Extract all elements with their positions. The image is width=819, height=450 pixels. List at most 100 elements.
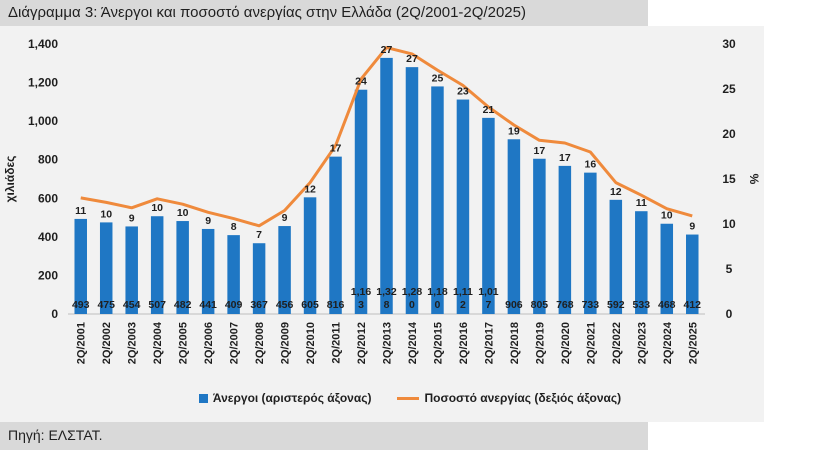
bar-value-label: 733 <box>582 299 600 311</box>
y-tick-label: 200 <box>38 268 58 282</box>
x-tick-label: 2Q/2014 <box>407 321 419 364</box>
bar-2Q/2016 <box>456 99 470 315</box>
bar-2Q/2001 <box>74 218 87 314</box>
rate-value-label: 12 <box>304 183 316 195</box>
legend-label-bars: Άνεργοι (αριστερός άξονας) <box>212 391 372 405</box>
x-tick-label: 2Q/2020 <box>560 322 572 364</box>
bar-2Q/2002 <box>99 222 113 314</box>
bar-value-label: 1,16 3 <box>351 286 372 311</box>
x-tick-label: 2Q/2003 <box>127 322 139 364</box>
x-tick-label: 2Q/2013 <box>382 322 394 364</box>
x-tick-label: 2Q/2019 <box>534 322 546 364</box>
rate-value-label: 17 <box>330 143 342 155</box>
bar-value-label: 605 <box>301 299 319 311</box>
bar-value-label: 468 <box>658 299 676 311</box>
bar-2Q/2025 <box>686 234 699 314</box>
y2-tick-label: 30 <box>722 37 736 51</box>
x-tick-label: 2Q/2011 <box>331 322 343 364</box>
y2-tick-label: 15 <box>722 172 736 186</box>
rate-value-label: 9 <box>129 212 135 224</box>
x-tick-label: 2Q/2002 <box>101 322 113 364</box>
bar-value-label: 456 <box>276 299 294 311</box>
bar-value-label: 816 <box>327 299 345 311</box>
bar-value-label: 1,32 8 <box>376 286 397 311</box>
legend-swatch-line <box>397 396 420 400</box>
rate-value-label: 10 <box>661 210 673 222</box>
bar-2Q/2019 <box>533 158 546 314</box>
rate-value-label: 25 <box>432 72 444 84</box>
x-tick-label: 2Q/2022 <box>611 322 623 364</box>
rate-value-label: 11 <box>75 205 86 217</box>
title-band: Διάγραμμα 3: Άνεργοι και ποσοστό ανεργία… <box>0 0 648 26</box>
rate-value-label: 21 <box>483 104 495 116</box>
bar-value-label: 1,18 0 <box>427 286 448 311</box>
bar-2Q/2021 <box>584 172 597 314</box>
bar-2Q/2012 <box>354 89 368 314</box>
x-tick-label: 2Q/2006 <box>203 322 215 364</box>
rate-value-label: 11 <box>636 197 647 209</box>
legend: Άνεργοι (αριστερός άξονας) Ποσοστό ανεργ… <box>150 389 670 407</box>
bar-value-label: 493 <box>72 299 90 311</box>
x-tick-label: 2Q/2008 <box>254 322 266 364</box>
chart-area: 0 200 400 600 800 1,000 1,200 1,400 0 5 10 15 20 25 30… <box>3 37 761 364</box>
bar-2Q/2008 <box>252 243 266 314</box>
bar-2Q/2020 <box>558 165 572 314</box>
x-tick-label: 2Q/2004 <box>152 321 164 364</box>
source-note: Πηγή: ΕΛΣΤΑΤ. <box>8 427 103 443</box>
x-tick-label: 2Q/2009 <box>280 322 292 364</box>
x-tick-label: 2Q/2017 <box>483 322 495 364</box>
rate-value-label: 17 <box>534 145 546 157</box>
bar-2Q/2023 <box>635 211 648 314</box>
bar-value-label: 592 <box>607 299 625 311</box>
y2-tick-label: 0 <box>726 307 733 321</box>
rate-value-label: 10 <box>100 208 112 220</box>
legend-item-bars: Άνεργοι (αριστερός άξονας) <box>198 389 372 407</box>
bar-2Q/2018 <box>507 139 521 314</box>
rate-value-label: 9 <box>282 212 288 224</box>
y-tick-label: 800 <box>38 153 58 167</box>
legend-swatch-bars <box>198 393 208 403</box>
rate-value-label: 8 <box>231 221 237 233</box>
y-tick-label: 1,400 <box>28 37 58 51</box>
rate-value-label: 16 <box>584 159 596 171</box>
legend-item-line: Ποσοστό ανεργίας (δεξιός άξονας) <box>397 389 621 407</box>
y-tick-label: 1,000 <box>28 114 58 128</box>
bar-value-label: 906 <box>505 299 523 311</box>
y2-tick-label: 10 <box>722 217 736 231</box>
x-tick-label: 2Q/2012 <box>356 322 368 364</box>
rate-value-label: 17 <box>559 152 571 164</box>
rate-value-label: 9 <box>205 215 211 227</box>
y-tick-label: 600 <box>38 191 58 205</box>
bar-value-label: 1,11 2 <box>453 286 473 311</box>
bar-value-label: 412 <box>683 299 701 311</box>
bar-2Q/2011 <box>329 156 342 314</box>
bar-value-label: 475 <box>97 299 115 311</box>
y-tick-label: 0 <box>51 307 58 321</box>
bar-2Q/2006 <box>201 228 215 314</box>
bar-2Q/2010 <box>303 197 317 314</box>
x-tick-label: 2Q/2023 <box>636 322 648 364</box>
bar-value-label: 507 <box>148 299 166 311</box>
x-tick-label: 2Q/2005 <box>178 322 190 364</box>
bar-value-label: 367 <box>250 299 268 311</box>
bar-value-label: 768 <box>556 299 574 311</box>
x-tick-label: 2Q/2010 <box>305 322 317 364</box>
source-band: Πηγή: ΕΛΣΤΑΤ. <box>0 422 648 450</box>
rate-value-label: 27 <box>381 44 393 56</box>
bar-value-label: 805 <box>531 299 549 311</box>
bar-2Q/2014 <box>405 67 419 314</box>
chart-title: Διάγραμμα 3: Άνεργοι και ποσοστό ανεργία… <box>8 4 526 21</box>
y2-axis-title: % <box>747 174 761 185</box>
bar-2Q/2003 <box>125 226 138 314</box>
rate-value-label: 27 <box>406 53 418 65</box>
bar-value-label: 409 <box>225 299 243 311</box>
rate-value-label: 12 <box>610 186 622 198</box>
x-tick-label: 2Q/2001 <box>76 322 88 364</box>
rate-value-label: 10 <box>177 207 189 219</box>
bar-2Q/2022 <box>609 199 623 314</box>
unemployment-rate-line <box>80 46 693 228</box>
y-tick-label: 400 <box>38 230 58 244</box>
x-tick-label: 2Q/2007 <box>229 322 241 364</box>
bar-value-label: 533 <box>633 299 651 311</box>
rate-value-label: 7 <box>256 229 262 241</box>
